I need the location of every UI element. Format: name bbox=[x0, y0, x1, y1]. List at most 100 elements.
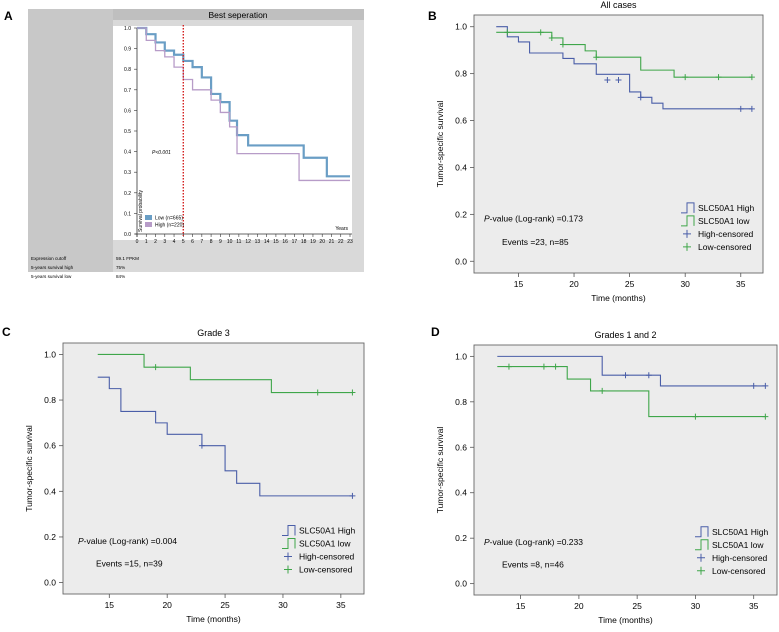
censor-mark-low bbox=[748, 74, 755, 81]
x-tick-label: 11 bbox=[236, 239, 241, 245]
y-axis-label: Survival probability bbox=[138, 190, 144, 232]
legend-censor-icon bbox=[697, 566, 705, 575]
x-tick-label: 35 bbox=[749, 601, 759, 611]
p-value-text: P-value (Log-rank) =0.233 bbox=[484, 537, 583, 547]
censor-mark-high bbox=[750, 382, 757, 389]
events-text: Events =15, n=39 bbox=[96, 559, 163, 569]
x-tick-label: 10 bbox=[227, 239, 233, 245]
legend-label: Low (n=665) bbox=[155, 216, 183, 222]
p-italic: P bbox=[484, 537, 490, 547]
y-tick-label: 0.0 bbox=[44, 578, 56, 588]
x-tick-label: 16 bbox=[282, 239, 288, 245]
x-tick-label: 25 bbox=[632, 601, 642, 611]
legend-swatch bbox=[145, 222, 152, 227]
legend-swatch bbox=[145, 215, 152, 220]
legend-step-icon bbox=[681, 202, 695, 214]
legend-label: SLC50A1 High bbox=[712, 527, 769, 537]
x-tick-label: 25 bbox=[625, 279, 635, 289]
panel-c-chart: C Grade 3 0.0 0.2 0.4 0.6 0.8 1.0 15 20 25 30 35 Time… bbox=[2, 325, 365, 624]
y-tick-label: 0.6 bbox=[44, 441, 56, 451]
p-value: -value (Log-rank) =0.173 bbox=[490, 213, 584, 223]
censor-mark-high bbox=[645, 372, 652, 379]
legend-label: SLC50A1 low bbox=[712, 540, 764, 550]
x-tick-label: 13 bbox=[255, 239, 261, 245]
y-tick-label: 0.2 bbox=[124, 191, 131, 197]
info-row-label: Expression cutoff bbox=[31, 256, 67, 261]
censor-mark-low bbox=[152, 364, 159, 371]
y-tick-label: 0.4 bbox=[455, 488, 467, 498]
y-tick-label: 0.0 bbox=[455, 579, 467, 589]
x-tick-label: 35 bbox=[736, 279, 746, 289]
y-axis-label: Tumor-specific survival bbox=[435, 427, 445, 514]
censor-mark-high bbox=[622, 372, 629, 379]
y-tick-label: 0.8 bbox=[44, 395, 56, 405]
x-tick-label: 20 bbox=[569, 279, 579, 289]
legend-censor-icon bbox=[683, 242, 691, 251]
censor-mark-low bbox=[314, 389, 321, 396]
p-italic: P bbox=[484, 213, 490, 223]
y-tick-label: 1.0 bbox=[44, 349, 56, 359]
censor-mark-low bbox=[682, 74, 689, 81]
info-row-label: 5-years survival low bbox=[31, 274, 72, 279]
legend-label: High-censored bbox=[299, 552, 355, 562]
x-tick-label: 8 bbox=[210, 239, 213, 245]
legend-step-icon bbox=[695, 539, 709, 551]
legend-censor-icon bbox=[284, 565, 292, 574]
x-tick-label: 6 bbox=[191, 239, 194, 245]
y-tick-label: 0.8 bbox=[124, 67, 131, 73]
x-axis-label: Years bbox=[335, 226, 348, 232]
panel-c-title: Grade 3 bbox=[197, 328, 230, 338]
censor-mark-high bbox=[762, 382, 769, 389]
x-tick-label: 20 bbox=[319, 239, 325, 245]
legend-label: SLC50A1 low bbox=[698, 216, 750, 226]
legend-label: Low-censored bbox=[299, 565, 353, 575]
y-axis-label: Tumor-specific survival bbox=[24, 425, 34, 512]
censor-mark-low bbox=[505, 363, 512, 370]
x-tick-label: 35 bbox=[336, 600, 346, 610]
legend-step-icon bbox=[681, 215, 695, 227]
panel-a bbox=[28, 9, 364, 272]
censor-mark-low bbox=[537, 29, 544, 36]
panel-a-plot-area bbox=[113, 26, 352, 240]
y-tick-label: 0.0 bbox=[455, 256, 467, 266]
info-row-value: 75% bbox=[116, 265, 125, 270]
x-tick-label: 14 bbox=[264, 239, 270, 245]
x-tick-label: 22 bbox=[338, 239, 344, 245]
censor-mark-low bbox=[715, 74, 722, 81]
x-tick-label: 0 bbox=[136, 239, 139, 245]
y-tick-label: 0.8 bbox=[455, 397, 467, 407]
x-tick-label: 2 bbox=[154, 239, 157, 245]
censor-mark-high bbox=[349, 492, 356, 499]
x-tick-label: 15 bbox=[514, 279, 524, 289]
y-tick-label: 0.2 bbox=[455, 209, 467, 219]
legend-label: High (n=220) bbox=[155, 223, 184, 229]
y-axis-label: Tumor-specific survival bbox=[435, 101, 445, 188]
y-tick-label: 0.1 bbox=[124, 211, 131, 217]
series-low-line bbox=[497, 366, 766, 418]
x-tick-label: 19 bbox=[310, 239, 316, 245]
censor-mark-low bbox=[540, 363, 547, 370]
y-tick-label: 0.5 bbox=[124, 129, 131, 135]
y-tick-label: 0.4 bbox=[124, 150, 131, 156]
series-low-line bbox=[97, 353, 353, 394]
legend-step-icon bbox=[695, 526, 709, 538]
censor-mark-low bbox=[548, 34, 555, 41]
panel-b-title: All cases bbox=[600, 0, 637, 10]
x-tick-label: 3 bbox=[163, 239, 166, 245]
panel-label-c: C bbox=[2, 325, 11, 339]
x-tick-label: 15 bbox=[273, 239, 279, 245]
legend-censor-icon bbox=[284, 552, 292, 561]
x-tick-label: 17 bbox=[292, 239, 298, 245]
info-row-label: 5-years survival high bbox=[31, 265, 74, 270]
panel-label-a: A bbox=[4, 9, 13, 23]
legend-step-icon bbox=[282, 525, 296, 537]
legend-censor-icon bbox=[697, 553, 705, 562]
events-text: Events =8, n=46 bbox=[502, 560, 564, 570]
censor-mark-high bbox=[637, 94, 644, 101]
censor-mark-high bbox=[737, 105, 744, 112]
x-axis-label: Time (months) bbox=[598, 615, 653, 625]
y-tick-label: 0.7 bbox=[124, 88, 131, 94]
p-value-text: P-value (Log-rank) =0.173 bbox=[484, 213, 583, 223]
panel-a-title: Best seperation bbox=[208, 10, 267, 20]
